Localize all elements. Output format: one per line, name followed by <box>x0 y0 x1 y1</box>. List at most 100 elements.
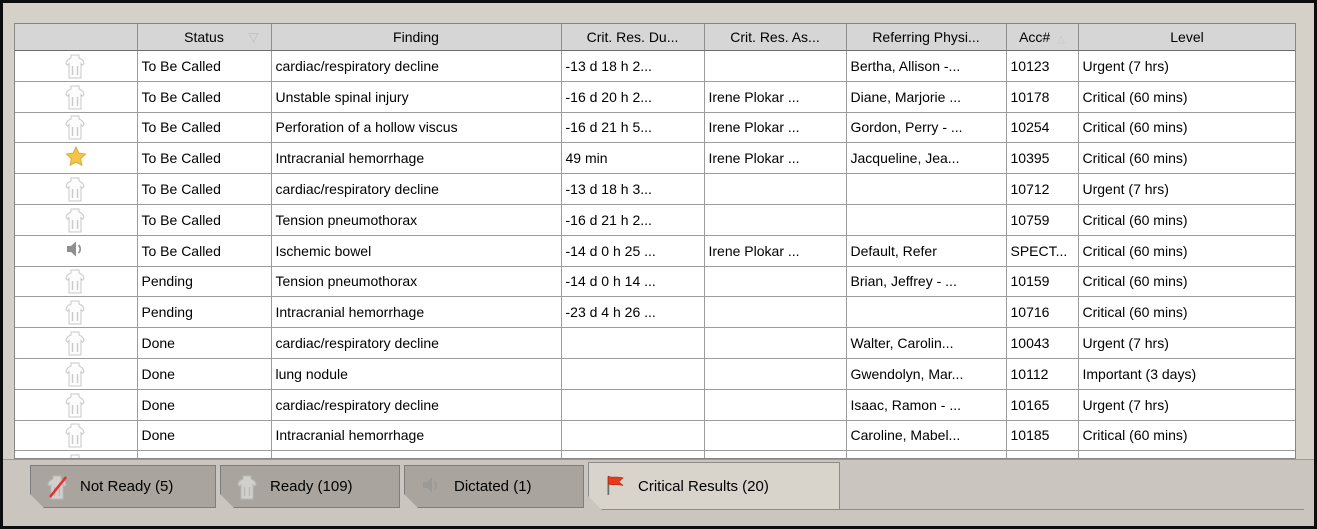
cell-crit-res-assigned <box>704 173 847 205</box>
cell-crit-res-duration: -16 d 21 h 2... <box>561 204 705 236</box>
cell-crit-res-assigned: Irene Plokar ... <box>704 235 847 267</box>
ready-icon <box>64 453 88 458</box>
cell-finding: cardiac/respiratory decline <box>271 173 562 205</box>
tab-icon-slot <box>45 474 71 500</box>
cell-level: Critical (60 mins) <box>1078 420 1295 452</box>
cell-status: To Be Called <box>137 142 272 175</box>
column-header-level[interactable]: Level <box>1078 24 1295 51</box>
ready-icon <box>64 392 88 418</box>
table-row[interactable]: Done cardiac/respiratory decline Walter,… <box>15 327 1295 359</box>
ready-icon <box>64 176 88 202</box>
tab-ready[interactable]: Ready (109) <box>220 465 400 508</box>
cell-referring-physician: Brian, Jeffrey - ... <box>846 266 1007 298</box>
cell-finding: Tension pneumothorax <box>271 266 562 298</box>
table-row[interactable]: To Be Called cardiac/respiratory decline… <box>15 50 1295 82</box>
ready-icon <box>64 114 88 140</box>
cell-referring-physician <box>846 204 1007 236</box>
cell-row-icon <box>15 81 138 113</box>
cell-accession: 10254 <box>1006 112 1079 144</box>
column-label: Level <box>1170 29 1204 45</box>
results-grid: Status ▽ Finding Crit. Res. Du... Crit. Res.… <box>15 24 1295 458</box>
sort-desc-icon: ▽ <box>248 29 259 45</box>
column-header-duration[interactable]: Crit. Res. Du... <box>561 24 705 51</box>
column-header-row-icon[interactable] <box>15 24 138 51</box>
cell-referring-physician: Isaac, Ramon - ... <box>846 389 1007 421</box>
cell-status: To Be Called <box>137 112 272 144</box>
cell-finding: Intracranial hemorrhage <box>271 420 562 452</box>
column-header-assigned[interactable]: Crit. Res. As... <box>704 24 847 51</box>
cell-status: Done <box>137 358 272 390</box>
table-row[interactable]: To Be Called Intracranial hemorrhage 49 … <box>15 142 1295 175</box>
cell-accession: 10712 <box>1006 173 1079 205</box>
table-row[interactable]: Done lung nodule Gwendolyn, Mar... 10112… <box>15 358 1295 390</box>
not-ready-icon <box>46 474 70 500</box>
ready-icon <box>64 207 88 233</box>
column-header-status[interactable]: Status ▽ <box>137 24 272 51</box>
cell-accession: 10112 <box>1006 358 1079 390</box>
cell-accession: 10185 <box>1006 420 1079 452</box>
tab-label: Ready (109) <box>270 478 353 495</box>
ready-icon <box>64 361 88 387</box>
cell-row-icon <box>15 450 138 458</box>
column-label: Crit. Res. As... <box>730 29 820 45</box>
cell-crit-res-duration: -13 d 18 h 2... <box>561 50 705 82</box>
ready-icon <box>64 84 88 110</box>
cell-crit-res-duration: -14 d 0 h 25 ... <box>561 235 705 267</box>
cell-referring-physician <box>846 296 1007 329</box>
cell-level: Critical (60 mins) <box>1078 81 1295 113</box>
table-row[interactable]: To Be Called Ischemic bowel -14 d 0 h 25… <box>15 235 1295 267</box>
cell-status: Done <box>137 389 272 421</box>
table-row[interactable]: Pending Intracranial hemorrhage -23 d 4 … <box>15 296 1295 329</box>
cell-status: To Be Called <box>137 81 272 113</box>
cell-accession: 10165 <box>1006 389 1079 421</box>
cell-crit-res-assigned <box>704 420 847 452</box>
cell-crit-res-assigned <box>704 204 847 236</box>
column-header-finding[interactable]: Finding <box>271 24 562 51</box>
cell-crit-res-duration: 49 min <box>561 142 705 175</box>
cell-level: Urgent (7 hrs) <box>1078 173 1295 205</box>
dictated-icon <box>64 238 88 264</box>
table-row[interactable]: Done Intracranial hemorrhage Caroline, M… <box>15 420 1295 452</box>
cell-accession: 10123 <box>1006 50 1079 82</box>
star-icon[interactable] <box>64 145 88 171</box>
cell-status: To Be Called <box>137 173 272 205</box>
cell-level: Critical (60 mins) <box>1078 266 1295 298</box>
tab-dictated[interactable]: Dictated (1) <box>404 465 584 508</box>
cell-crit-res-assigned <box>704 450 847 458</box>
cell-crit-res-assigned: Irene Plokar ... <box>704 112 847 144</box>
table-row[interactable]: To Be Called cardiac/respiratory decline… <box>15 173 1295 205</box>
cell-crit-res-duration <box>561 327 705 359</box>
table-row[interactable]: Pending Tension pneumothorax -14 d 0 h 1… <box>15 266 1295 298</box>
table-row[interactable]: To Be Called Unstable spinal injury -16 … <box>15 81 1295 113</box>
cell-row-icon <box>15 266 138 298</box>
cell-level: Critical (60 mins) <box>1078 204 1295 236</box>
cell-status: To Be Called <box>137 204 272 236</box>
cell-finding: Perforation of a hollow viscus <box>271 112 562 144</box>
table-row[interactable] <box>15 450 1295 458</box>
cell-row-icon <box>15 389 138 421</box>
column-header-acc[interactable]: Acc# △ <box>1006 24 1079 51</box>
cell-level <box>1078 450 1295 458</box>
cell-crit-res-assigned: Irene Plokar ... <box>704 142 847 175</box>
cell-crit-res-assigned <box>704 50 847 82</box>
cell-row-icon <box>15 327 138 359</box>
tab-critical-results[interactable]: Critical Results (20) <box>588 462 840 510</box>
ready-icon <box>64 330 88 356</box>
cell-referring-physician: Default, Refer <box>846 235 1007 267</box>
table-row[interactable]: Done cardiac/respiratory decline Isaac, … <box>15 389 1295 421</box>
column-label: Crit. Res. Du... <box>586 29 679 45</box>
cell-status <box>137 450 272 458</box>
cell-finding: Tension pneumothorax <box>271 204 562 236</box>
cell-finding: lung nodule <box>271 358 562 390</box>
tab-not-ready[interactable]: Not Ready (5) <box>30 465 216 508</box>
cell-referring-physician: Bertha, Allison -... <box>846 50 1007 82</box>
table-row[interactable]: To Be Called Perforation of a hollow vis… <box>15 112 1295 144</box>
header-row: Status ▽ Finding Crit. Res. Du... Crit. Res.… <box>15 24 1295 51</box>
dictated-icon <box>420 474 444 500</box>
table-row[interactable]: To Be Called Tension pneumothorax -16 d … <box>15 204 1295 236</box>
cell-finding: Unstable spinal injury <box>271 81 562 113</box>
cell-accession: 10716 <box>1006 296 1079 329</box>
cell-crit-res-duration: -16 d 21 h 5... <box>561 112 705 144</box>
column-header-referring[interactable]: Referring Physi... <box>846 24 1007 51</box>
cell-crit-res-duration: -13 d 18 h 3... <box>561 173 705 205</box>
